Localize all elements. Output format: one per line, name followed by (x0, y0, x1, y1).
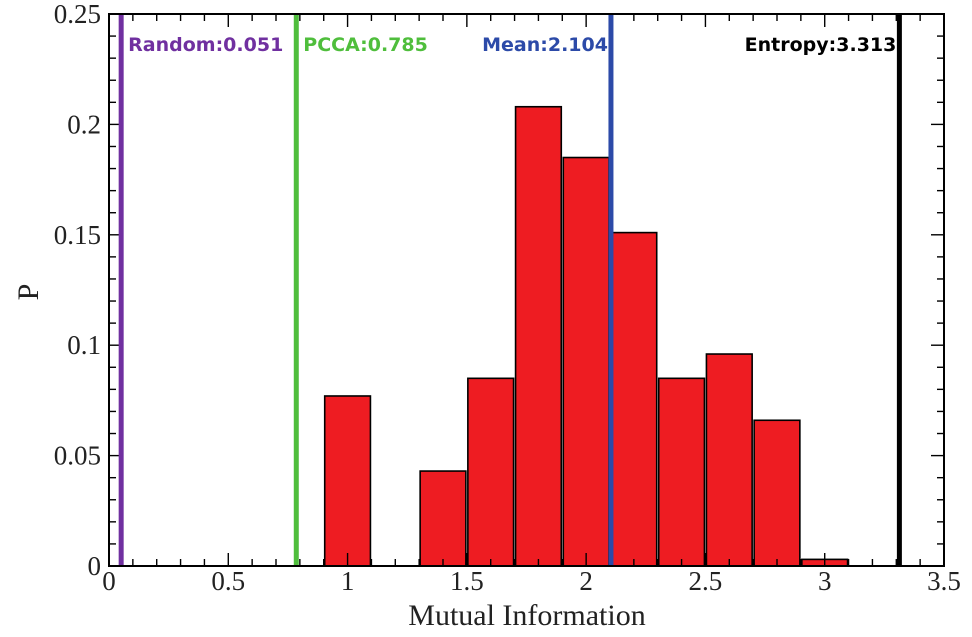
x-tick-labels: 0 0.5 1 1.5 2 2.5 3 3.5 (102, 566, 961, 596)
y-axis-title: P (12, 284, 45, 301)
x-tick-label: 3 (818, 566, 832, 596)
bars-layer (323, 105, 849, 567)
histogram-bar (514, 105, 563, 567)
y-tick-label: 0.1 (67, 330, 101, 360)
plot-frame (108, 13, 945, 567)
x-tick-label: 0.5 (211, 566, 245, 596)
x-tick-label: 1 (341, 566, 355, 596)
y-tick-label: 0.05 (54, 441, 101, 471)
reference-lines-layer: Random:0.051 PCCA:0.785 Mean:2.104 Entropy:… (118, 14, 902, 566)
histogram-bar (657, 377, 706, 567)
y-tick-label: 0.25 (54, 0, 101, 29)
x-tick-label: 1.5 (450, 566, 484, 596)
x-tick-label: 2 (579, 566, 593, 596)
histogram-bar (323, 395, 372, 567)
y-tick-label: 0.15 (54, 220, 101, 250)
reference-line-label: PCCA:0.785 (303, 34, 428, 56)
histogram-bar (753, 419, 801, 567)
x-tick-label: 3.5 (927, 566, 961, 596)
histogram-bar (467, 377, 515, 567)
x-tick-label: 2.5 (689, 566, 723, 596)
reference-line-label: Random:0.051 (128, 34, 283, 56)
x-tick-label: 0 (102, 566, 116, 596)
histogram-bar (610, 231, 658, 567)
reference-line-label: Mean:2.104 (482, 34, 608, 56)
y-tick-label: 0 (88, 551, 102, 581)
y-tick-labels: 0 0.05 0.1 0.15 0.2 0.25 (54, 0, 101, 581)
y-tick-label: 0.2 (67, 109, 101, 139)
reference-line-label: Entropy:3.313 (745, 34, 897, 56)
histogram-bar (705, 353, 753, 567)
x-axis-title: Mutual Information (408, 599, 645, 632)
histogram-bar (419, 470, 467, 567)
histogram-bar (562, 156, 610, 567)
